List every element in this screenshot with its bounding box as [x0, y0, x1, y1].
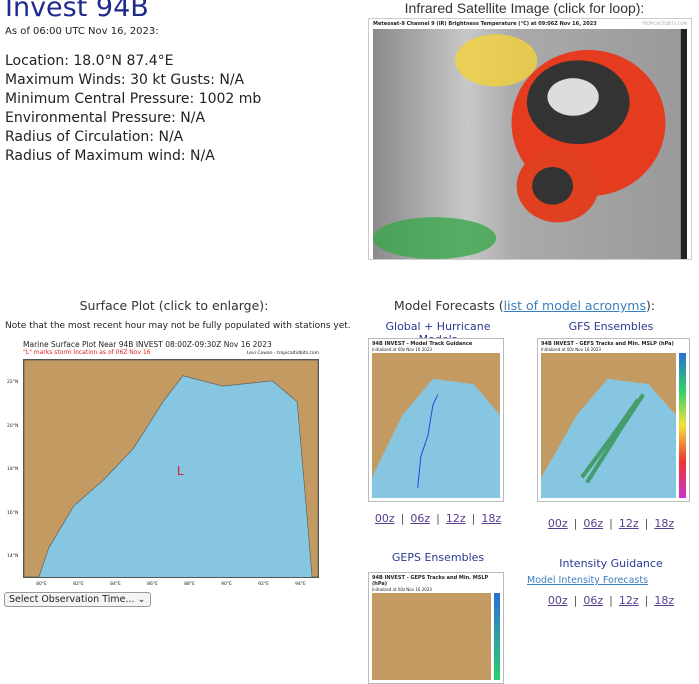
intensity-guidance-title: Intensity Guidance: [559, 557, 663, 570]
map-body: [372, 353, 500, 498]
min-pressure: Minimum Central Pressure: 1002 mb: [5, 91, 262, 107]
surface-heading: Surface Plot (click to enlarge):: [79, 298, 269, 313]
heading-suffix: ):: [645, 298, 656, 313]
intensity-links: 00z | 06z | 12z | 18z: [547, 594, 675, 607]
x-tick: 94°E: [295, 582, 306, 587]
surface-plot[interactable]: Marine Surface Plot Near 94B INVEST 08:0…: [5, 340, 337, 590]
y-tick: 22°N: [7, 380, 19, 385]
map: [372, 593, 491, 680]
link-00z[interactable]: 00z: [547, 517, 568, 530]
geps-ensembles-image[interactable]: 94B INVEST - GEPS Tracks and Min. MSLP (…: [368, 572, 504, 684]
plot-subheader: "L" marks storm location as of 06Z Nov 1…: [5, 349, 337, 358]
color-scale: [494, 593, 500, 680]
satellite-caption: Meteosat-9 Channel 9 (IR) Brightness Tem…: [373, 21, 597, 27]
global-model-links: 00z | 06z | 12z | 18z: [374, 512, 502, 525]
location: Location: 18.0°N 87.4°E: [5, 53, 174, 69]
link-00z[interactable]: 00z: [374, 512, 395, 525]
gfs-ensembles-image[interactable]: 94B INVEST - GEFS Tracks and Min. MSLP (…: [537, 338, 690, 502]
y-tick: 14°N: [7, 554, 19, 559]
global-models-image[interactable]: 94B INVEST - Model Track Guidance Initia…: [368, 338, 504, 502]
link-06z[interactable]: 06z: [583, 594, 604, 607]
satellite-credit: TROPICALTIDBITS.COM: [641, 21, 687, 26]
x-tick: 88°E: [184, 582, 195, 587]
map: [541, 353, 676, 498]
link-12z[interactable]: 12z: [445, 512, 466, 525]
chevron-down-icon: ⌄: [137, 594, 146, 605]
map-body: [541, 353, 686, 498]
map-area: L: [23, 359, 319, 578]
cloud-shapes: [373, 29, 687, 259]
coastline: [24, 360, 318, 577]
color-scale: [679, 353, 686, 498]
satellite-imagery: [373, 29, 687, 259]
x-tick: 86°E: [147, 582, 158, 587]
x-tick: 92°E: [258, 582, 269, 587]
gfs-links: 00z | 06z | 12z | 18z: [547, 517, 675, 530]
storm-title: Invest 94B: [5, 0, 149, 23]
max-winds: Maximum Winds: 30 kt Gusts: N/A: [5, 72, 245, 88]
x-tick: 82°E: [73, 582, 84, 587]
img-subtitle: Initialized at 00z Nov 16 2023: [372, 347, 432, 352]
y-tick: 20°N: [7, 423, 19, 429]
model-acronyms-link[interactable]: list of model acronyms: [503, 298, 646, 313]
heading-prefix: Model Forecasts (: [393, 298, 504, 313]
link-06z[interactable]: 06z: [410, 512, 431, 525]
link-18z[interactable]: 18z: [481, 512, 502, 525]
satellite-image[interactable]: Meteosat-9 Channel 9 (IR) Brightness Tem…: [368, 18, 692, 260]
gfs-ensembles-title: GFS Ensembles: [568, 320, 654, 333]
radius-max-wind: Radius of Maximum wind: N/A: [5, 148, 215, 164]
model-intensity-link[interactable]: Model Intensity Forecasts: [527, 575, 649, 586]
img-title: 94B INVEST - GEPS Tracks and Min. MSLP (…: [372, 575, 489, 587]
satellite-header: Meteosat-9 Channel 9 (IR) Brightness Tem…: [369, 19, 691, 29]
env-pressure: Environmental Pressure: N/A: [5, 110, 206, 126]
geps-ensembles-title: GEPS Ensembles: [391, 551, 485, 564]
map-wrap: L 80°E 82°E 84°E 86°E 88°E 90°E 92°E 94°E 22°N 2…: [5, 358, 337, 590]
img-title: 94B INVEST - Model Track Guidance: [372, 341, 473, 347]
y-tick: 16°N: [7, 510, 19, 516]
model-forecasts-heading: Model Forecasts (list of model acronyms)…: [350, 298, 699, 313]
observation-time-select[interactable]: Select Observation Time... ⌄: [4, 592, 151, 607]
map-body: [372, 593, 500, 680]
link-18z[interactable]: 18z: [654, 517, 675, 530]
radius-circulation: Radius of Circulation: N/A: [5, 129, 184, 145]
y-axis: 22°N 20°N 18°N 16°N 14°N: [7, 380, 18, 560]
link-12z[interactable]: 12z: [618, 517, 639, 530]
link-18z[interactable]: 18z: [654, 594, 675, 607]
link-12z[interactable]: 12z: [618, 594, 639, 607]
img-subtitle: Initialized at 00z Nov 16 2023: [541, 347, 601, 352]
storm-marker: L: [176, 464, 184, 479]
plot-credit: Levi Cowan - tropicaltidbits.com: [246, 351, 319, 356]
img-title: 94B INVEST - GEFS Tracks and Min. MSLP (…: [541, 341, 674, 347]
link-06z[interactable]: 06z: [583, 517, 604, 530]
x-tick: 80°E: [36, 582, 47, 587]
img-subtitle: Initialized at 00z Nov 16 2023: [372, 587, 432, 592]
plot-subtitle: "L" marks storm location as of 06Z Nov 1…: [23, 349, 151, 356]
storm-details: Location: 18.0°N 87.4°E Maximum Winds: 3…: [5, 52, 261, 166]
satellite-heading: Infrared Satellite Image (click for loop…: [404, 0, 645, 16]
y-tick: 18°N: [7, 467, 19, 472]
x-axis: 80°E 82°E 84°E 86°E 88°E 90°E 92°E 94°E: [23, 582, 319, 588]
surface-note: Note that the most recent hour may not b…: [5, 321, 351, 331]
map: [372, 353, 500, 498]
x-tick: 90°E: [221, 582, 232, 587]
x-tick: 84°E: [110, 582, 121, 587]
plot-title: Marine Surface Plot Near 94B INVEST 08:0…: [23, 340, 272, 349]
as-of-time: As of 06:00 UTC Nov 16, 2023:: [5, 26, 159, 37]
link-00z[interactable]: 00z: [547, 594, 568, 607]
select-label: Select Observation Time...: [9, 594, 135, 605]
